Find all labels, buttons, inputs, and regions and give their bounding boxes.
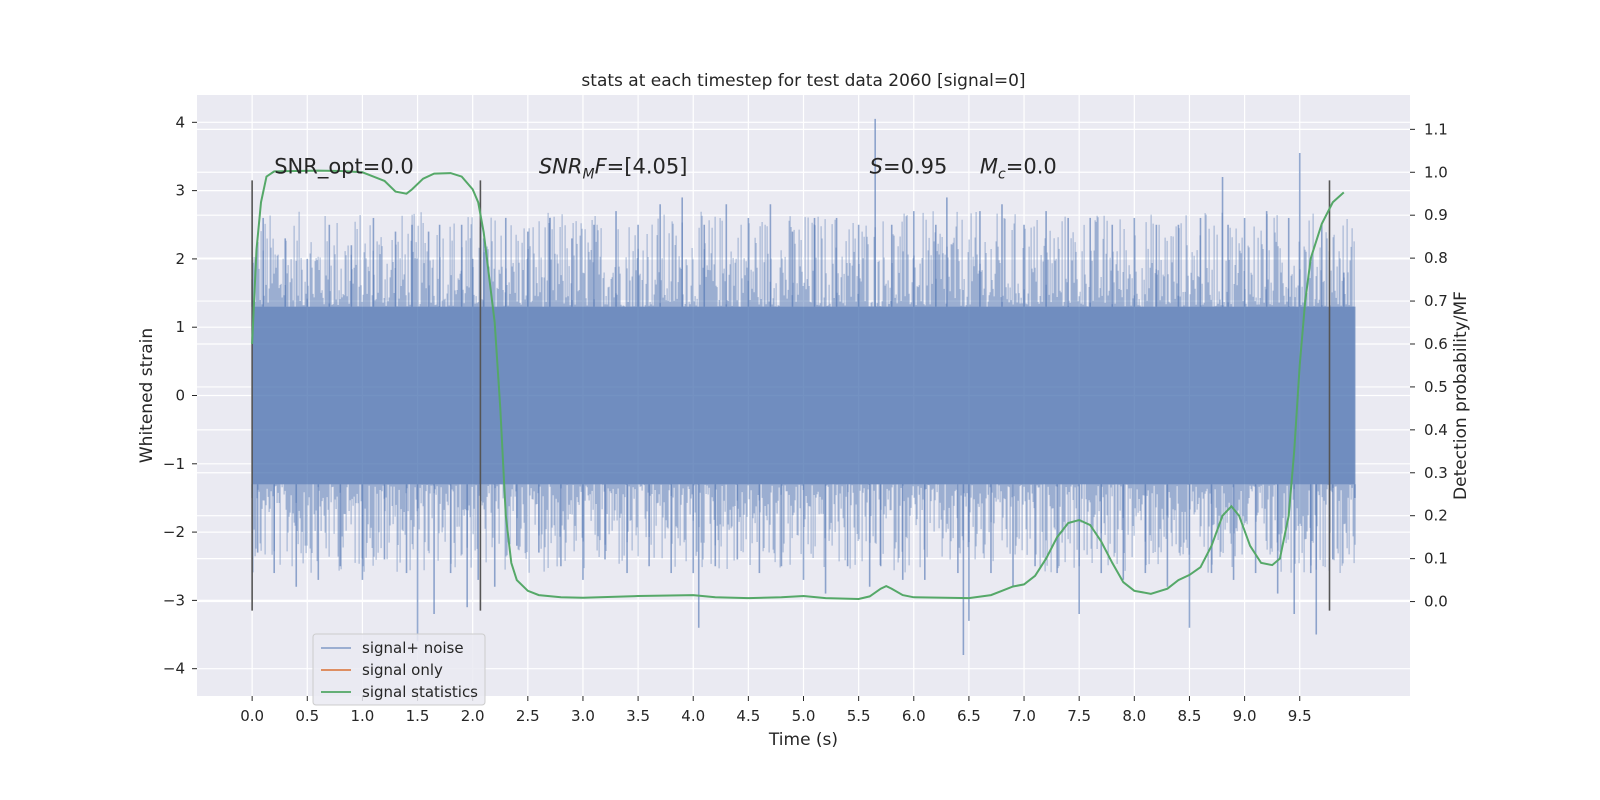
legend: signal+ noise signal only signal statistic… xyxy=(312,633,486,706)
y2-tick-label: 1.0 xyxy=(1424,163,1448,181)
annotation: SNR_opt=0.0 xyxy=(274,155,414,180)
y2-tick-label: 1.1 xyxy=(1424,120,1448,138)
y2-tick-label: 0.5 xyxy=(1424,378,1448,396)
signal-statistics-line xyxy=(251,169,1345,601)
x-tick-label: 9.5 xyxy=(1288,707,1312,725)
legend-box xyxy=(312,633,486,706)
annotation: Mc=0.0 xyxy=(980,155,1057,183)
x-tick-label: 5.0 xyxy=(792,707,816,725)
x-tick-label: 2.5 xyxy=(516,707,540,725)
x-tick-label: 5.5 xyxy=(847,707,871,725)
y2-axis-label: Detection probability/MF xyxy=(1451,291,1471,500)
y2-tick-label: 0.3 xyxy=(1424,464,1448,482)
x-tick-label: 1.0 xyxy=(350,707,374,725)
y-tick-label: 3 xyxy=(175,182,185,200)
series-signal-statistics xyxy=(251,169,1345,601)
chart-title: stats at each timestep for test data 206… xyxy=(581,71,1025,91)
y-tick-label: −4 xyxy=(163,660,185,678)
annotation: SNRMF=[4.05] xyxy=(539,155,688,183)
legend-label: signal+ noise xyxy=(362,639,464,657)
x-tick-label: 9.0 xyxy=(1233,707,1257,725)
y-tick-label: 4 xyxy=(175,113,185,131)
y2-tick-label: 0.6 xyxy=(1424,335,1448,353)
y2-tick-label: 0.1 xyxy=(1424,550,1448,568)
annotations: SNR_opt=0.0 SNRMF=[4.05] S=0.95 Mc=0.0 xyxy=(274,155,1057,183)
x-tick-label: 8.0 xyxy=(1122,707,1146,725)
y2-tick-label: 0.9 xyxy=(1424,206,1448,224)
x-tick-label: 3.0 xyxy=(571,707,595,725)
y2-tick-label: 0.4 xyxy=(1424,421,1448,439)
x-tick-label: 6.0 xyxy=(902,707,926,725)
x-tick-label: 2.0 xyxy=(461,707,485,725)
x-tick-label: 1.5 xyxy=(406,707,430,725)
y2-tick-label: 0.7 xyxy=(1424,292,1448,310)
y-tick-label: −2 xyxy=(163,523,185,541)
x-tick-label: 6.5 xyxy=(957,707,981,725)
x-axis-label: Time (s) xyxy=(768,730,838,750)
x-tick-label: 7.0 xyxy=(1012,707,1036,725)
y-tick-label: 2 xyxy=(175,250,185,268)
vertical-markers xyxy=(251,180,1331,611)
x-tick-label: 0.5 xyxy=(295,707,319,725)
y-axis-label: Whitened strain xyxy=(137,328,157,463)
legend-label: signal only xyxy=(362,661,443,679)
y-tick-label: 0 xyxy=(175,387,185,405)
legend-label: signal statistics xyxy=(362,683,478,701)
y2-tick-label: 0.2 xyxy=(1424,507,1448,525)
y2-tick-label: 0.0 xyxy=(1424,593,1448,611)
y-tick-label: 1 xyxy=(175,318,185,336)
y2-tick-label: 0.8 xyxy=(1424,249,1448,267)
x-tick-label: 3.5 xyxy=(626,707,650,725)
x-tick-label: 7.5 xyxy=(1067,707,1091,725)
y-tick-label: −1 xyxy=(163,455,185,473)
annotation: S=0.95 xyxy=(870,155,948,179)
x-tick-label: 0.0 xyxy=(240,707,264,725)
series-signal-noise xyxy=(251,118,1356,656)
x-tick-label: 4.0 xyxy=(681,707,705,725)
x-tick-label: 8.5 xyxy=(1178,707,1202,725)
x-tick-label: 4.5 xyxy=(736,707,760,725)
y-tick-label: −3 xyxy=(163,591,185,609)
